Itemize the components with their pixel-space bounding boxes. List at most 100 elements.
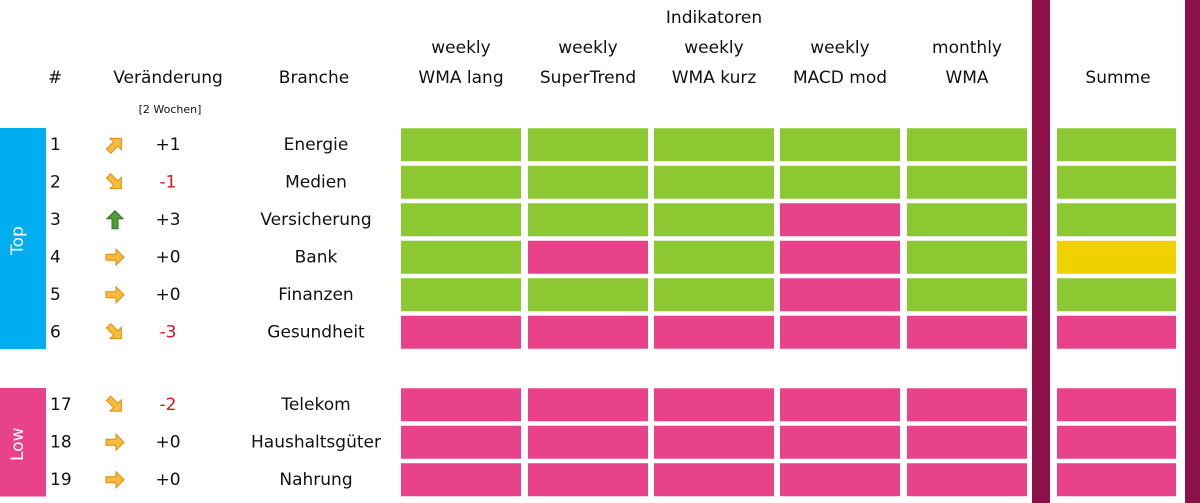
change: +0 — [155, 247, 180, 267]
signal-cell — [907, 388, 1027, 422]
branch: Finanzen — [278, 285, 353, 305]
signal-cell — [401, 425, 521, 459]
rank: 18 — [50, 432, 72, 452]
signal-cell — [528, 388, 648, 422]
header-indicator: SuperTrend — [540, 68, 636, 88]
arrow-icon — [105, 433, 125, 452]
group-band — [0, 388, 46, 497]
signal-cell — [528, 240, 648, 274]
sum-cell — [1057, 388, 1176, 422]
change: +1 — [155, 135, 180, 155]
signal-cell — [654, 388, 774, 422]
signal-cell — [780, 128, 900, 162]
branch: Energie — [284, 135, 349, 155]
change: -2 — [160, 395, 177, 415]
arrow-icon — [105, 323, 122, 340]
rank: 19 — [50, 470, 72, 490]
signal-cell — [401, 203, 521, 237]
group-band — [0, 128, 46, 349]
header-indicator: monthly — [932, 38, 1002, 58]
sum-cell — [1057, 278, 1176, 312]
signal-cell — [654, 165, 774, 199]
signal-cell — [780, 203, 900, 237]
branch: Telekom — [280, 395, 350, 415]
rank: 4 — [50, 247, 61, 267]
header-indicator: weekly — [431, 38, 490, 58]
change: +0 — [155, 285, 180, 305]
sum-cell — [1057, 203, 1176, 237]
header-indicator: WMA kurz — [672, 68, 757, 88]
signal-cell — [528, 278, 648, 312]
signal-cell — [907, 128, 1027, 162]
signal-cell — [907, 425, 1027, 459]
divider — [1185, 0, 1200, 503]
signal-cell — [780, 425, 900, 459]
signal-cell — [907, 240, 1027, 274]
signal-cell — [401, 278, 521, 312]
header-title: Indikatoren — [666, 8, 762, 28]
group-label: Low — [8, 427, 28, 461]
header-change: Veränderung — [113, 68, 223, 88]
branch: Haushaltsgüter — [251, 432, 381, 452]
rank: 2 — [50, 172, 61, 192]
rank: 3 — [50, 210, 61, 230]
header-change-note: [2 Wochen] — [139, 103, 202, 116]
header-indicator: weekly — [810, 38, 869, 58]
signal-cell — [780, 165, 900, 199]
branch: Medien — [285, 172, 347, 192]
header-indicator: MACD mod — [793, 68, 887, 88]
signal-cell — [907, 165, 1027, 199]
branch: Versicherung — [260, 210, 371, 230]
rank: 6 — [50, 322, 61, 342]
header-sum: Summe — [1085, 68, 1150, 88]
signal-cell — [654, 128, 774, 162]
signal-cell — [907, 203, 1027, 237]
arrow-icon — [105, 173, 122, 190]
header-indicator: weekly — [684, 38, 743, 58]
signal-cell — [401, 165, 521, 199]
signal-cell — [654, 240, 774, 274]
change: +3 — [155, 210, 180, 230]
arrow-icon — [105, 137, 122, 154]
header-rank: # — [48, 68, 62, 88]
rank: 17 — [50, 395, 72, 415]
signal-cell — [907, 315, 1027, 349]
change: -1 — [160, 172, 177, 192]
sum-cell — [1057, 463, 1176, 497]
signal-cell — [654, 203, 774, 237]
arrow-icon — [105, 395, 122, 412]
signal-cell — [654, 315, 774, 349]
signal-cell — [907, 278, 1027, 312]
signal-cell — [528, 165, 648, 199]
signal-cell — [528, 315, 648, 349]
change: +0 — [155, 470, 180, 490]
signal-cell — [401, 240, 521, 274]
sum-cell — [1057, 128, 1176, 162]
branch: Bank — [295, 247, 338, 267]
signal-cell — [780, 240, 900, 274]
arrow-icon — [105, 248, 125, 267]
rank: 5 — [50, 285, 61, 305]
signal-cell — [528, 463, 648, 497]
header-indicator: weekly — [558, 38, 617, 58]
signal-cell — [780, 388, 900, 422]
signal-cell — [528, 203, 648, 237]
sum-cell — [1057, 165, 1176, 199]
signal-cell — [401, 315, 521, 349]
divider — [1032, 0, 1050, 503]
sum-cell — [1057, 240, 1176, 274]
signal-cell — [654, 278, 774, 312]
signal-cell — [780, 278, 900, 312]
signal-cell — [401, 388, 521, 422]
signal-cell — [654, 463, 774, 497]
arrow-icon — [105, 285, 125, 304]
signal-cell — [401, 463, 521, 497]
signal-cell — [654, 425, 774, 459]
change: +0 — [155, 432, 180, 452]
signal-cell — [528, 425, 648, 459]
sum-cell — [1057, 315, 1176, 349]
arrow-icon — [105, 210, 125, 230]
header-branch: Branche — [279, 68, 349, 88]
signal-cell — [528, 128, 648, 162]
